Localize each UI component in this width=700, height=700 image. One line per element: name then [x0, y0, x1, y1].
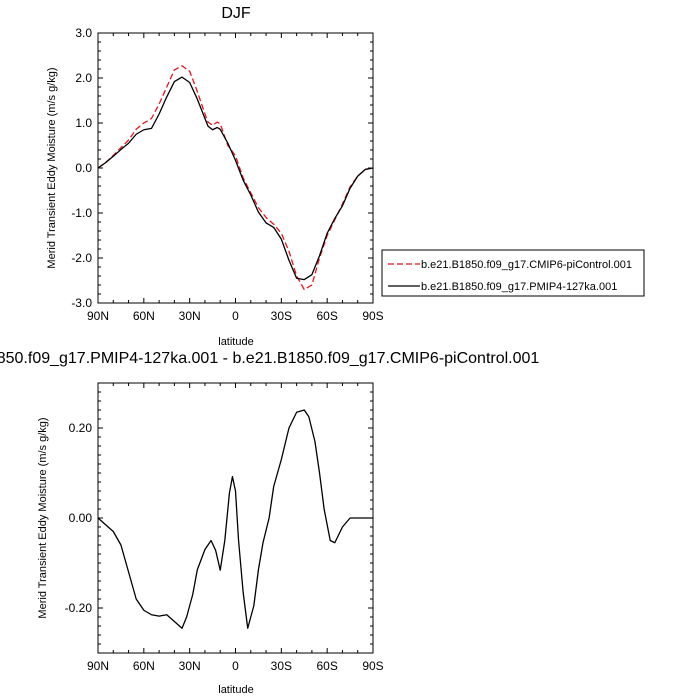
top-series-line-1: [97, 76, 374, 281]
bottom-y-tick-label: -0.20: [65, 601, 93, 615]
bottom-chart-title: b.e21.B1850.f09_g17.PMIP4-127ka.001 - b.…: [0, 350, 539, 367]
bottom-x-tick-label: 0: [232, 659, 239, 673]
top-y-tick-label: 0.0: [75, 161, 92, 175]
top-x-axis-label: latitude: [218, 336, 253, 348]
top-x-tick-label: 30N: [179, 309, 201, 323]
top-y-tick-label: 1.0: [75, 116, 92, 130]
bottom-plot-frame: [97, 382, 374, 654]
bottom-x-tick-label: 90N: [87, 659, 109, 673]
bottom-y-axis-label: Merid Transient Eddy Moisture (m/s g/kg): [37, 417, 49, 618]
top-x-tick-label: 90S: [362, 309, 383, 323]
legend-label-127ka: b.e21.B1850.f09_g17.PMIP4-127ka.001: [421, 281, 617, 293]
top-y-axis-label: Merid Transient Eddy Moisture (m/s g/kg): [46, 67, 58, 268]
bottom-y-tick-label: 0.20: [69, 421, 93, 435]
top-series-line-0: [97, 65, 374, 291]
bottom-panel: b.e21.B1850.f09_g17.PMIP4-127ka.001 - b.…: [0, 350, 539, 696]
bottom-y-tick-label: 0.00: [69, 511, 93, 525]
top-x-tick-label: 90N: [87, 309, 109, 323]
bottom-x-tick-label: 30S: [271, 659, 292, 673]
bottom-x-tick-label: 30N: [179, 659, 201, 673]
legend: b.e21.B1850.f09_g17.CMIP6-piControl.001 …: [381, 249, 645, 297]
top-y-tick-label: -2.0: [71, 251, 92, 265]
top-x-tick-label: 30S: [271, 309, 292, 323]
top-x-tick-label: 60S: [316, 309, 337, 323]
bottom-x-tick-label: 60N: [133, 659, 155, 673]
top-y-tick-label: -1.0: [71, 206, 92, 220]
bottom-x-axis-label: latitude: [218, 684, 253, 696]
top-x-tick-label: 60N: [133, 309, 155, 323]
bottom-series-line-0: [97, 409, 373, 629]
bottom-x-tick-label: 90S: [362, 659, 383, 673]
top-x-tick-label: 0: [232, 309, 239, 323]
legend-label-pi-control: b.e21.B1850.f09_g17.CMIP6-piControl.001: [421, 259, 632, 271]
top-plot-frame: [97, 32, 374, 304]
bottom-x-tick-label: 60S: [316, 659, 337, 673]
legend-box: [381, 249, 645, 297]
top-y-tick-label: 2.0: [75, 71, 92, 85]
top-chart-title: DJF: [221, 5, 251, 22]
top-panel: DJF latitude Merid Transient Eddy Moistu…: [46, 5, 384, 348]
top-y-tick-label: -3.0: [71, 296, 92, 310]
top-y-tick-label: 3.0: [75, 26, 92, 40]
